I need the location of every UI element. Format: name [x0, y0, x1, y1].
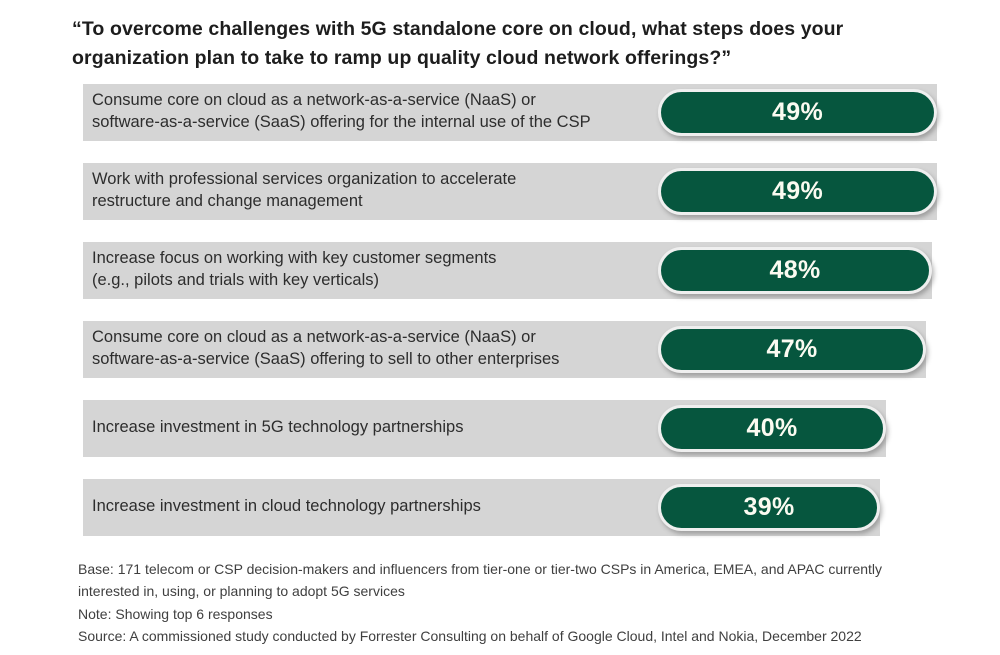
footnotes: Base: 171 telecom or CSP decision-makers…: [78, 558, 1000, 648]
bar-value: 49%: [772, 97, 823, 126]
bar-value: 48%: [769, 255, 821, 284]
bar-pill: 47%: [658, 325, 926, 373]
bar-label: Consume core on cloud as a network-as-a-…: [92, 91, 591, 132]
bar-value: 39%: [743, 492, 795, 521]
bar-row: Increase focus on working with key custo…: [83, 241, 932, 299]
bar-label: Increase focus on working with key custo…: [92, 249, 497, 290]
bar-chart: Consume core on cloud as a network-as-a-…: [83, 83, 1000, 536]
footnote-base: Base: 171 telecom or CSP decision-makers…: [78, 560, 883, 600]
bar-pill: 39%: [658, 483, 880, 531]
bar-pill: 40%: [658, 404, 886, 452]
footnote-source: Source: A commissioned study conducted b…: [78, 627, 862, 644]
bar-row: Increase investment in 5G technology par…: [83, 399, 886, 457]
bar-row: Increase investment in cloud technology …: [83, 478, 880, 536]
bar-value: 40%: [746, 413, 798, 442]
bar-label: Work with professional services organiza…: [92, 170, 517, 211]
bar-row: Consume core on cloud as a network-as-a-…: [83, 320, 926, 378]
footnote-note: Note: Showing top 6 responses: [78, 605, 273, 622]
bar-pill: 49%: [658, 88, 937, 136]
bar-label: Increase investment in 5G technology par…: [92, 418, 464, 437]
bar-label: Increase investment in cloud technology …: [92, 497, 481, 516]
bar-row: Work with professional services organiza…: [83, 162, 937, 220]
bar-pill: 49%: [658, 167, 937, 215]
bar-value: 49%: [772, 176, 823, 205]
page-title: “To overcome challenges with 5G standalo…: [72, 18, 844, 69]
bar-row: Consume core on cloud as a network-as-a-…: [83, 83, 937, 141]
bar-label: Consume core on cloud as a network-as-a-…: [92, 328, 560, 369]
bar-pill: 48%: [658, 246, 932, 294]
bar-value: 47%: [766, 334, 818, 363]
